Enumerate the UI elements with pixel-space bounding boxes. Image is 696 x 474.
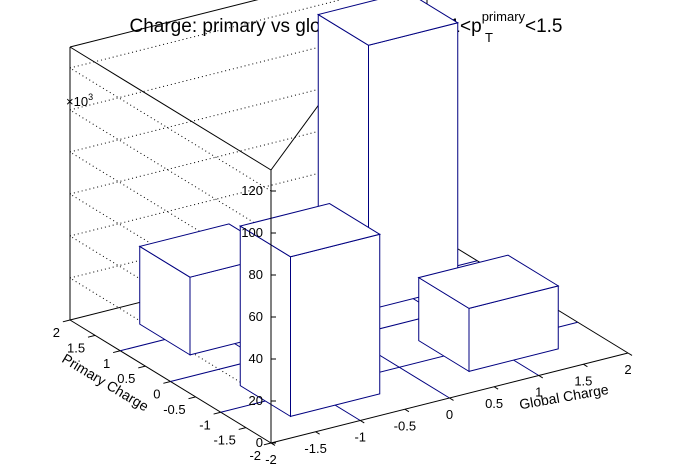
frame-edge bbox=[69, 0, 259, 48]
grid-line bbox=[69, 109, 272, 234]
y-tick-label: 1.5 bbox=[67, 340, 85, 355]
z-tick-label: 40 bbox=[249, 351, 263, 366]
x-tick-mark bbox=[359, 420, 365, 424]
y-tick-mark bbox=[87, 334, 96, 338]
y-tick-mark bbox=[188, 396, 196, 400]
z-tick-label: 80 bbox=[249, 267, 263, 282]
bar-top-face bbox=[417, 254, 560, 309]
y-tick-label: 2 bbox=[53, 325, 60, 340]
y-tick-label: -1 bbox=[199, 417, 211, 432]
z-tick-label: 60 bbox=[249, 309, 263, 324]
z-tick-label: 20 bbox=[249, 393, 263, 408]
x-tick-mark bbox=[493, 386, 499, 390]
z-tick-label: 0 bbox=[256, 435, 263, 450]
y-tick-label: 0 bbox=[153, 387, 160, 402]
x-tick-label: -0.5 bbox=[394, 418, 416, 433]
x-tick-mark bbox=[627, 352, 633, 356]
bar-top-face bbox=[316, 0, 460, 46]
grid-line bbox=[69, 0, 342, 69]
x-tick-mark bbox=[315, 431, 320, 435]
y-tick-mark bbox=[263, 442, 272, 446]
x-tick-label: 1 bbox=[535, 385, 542, 400]
z-tick-label: 120 bbox=[241, 183, 263, 198]
y-tick-label: -2 bbox=[249, 448, 261, 463]
z-scale-label: ×103 bbox=[66, 92, 93, 109]
x-tick-mark bbox=[449, 397, 454, 401]
x-axis-title: Global Charge bbox=[518, 381, 610, 412]
bar-top-face bbox=[238, 202, 382, 258]
y-tick-mark bbox=[213, 411, 221, 415]
x-tick-label: 0.5 bbox=[485, 396, 503, 411]
grid-line bbox=[69, 235, 272, 360]
y-tick-mark bbox=[112, 350, 121, 354]
grid-line bbox=[69, 193, 272, 318]
x-tick-mark bbox=[538, 375, 544, 379]
y-tick-mark bbox=[62, 319, 71, 323]
x-tick-label: -2 bbox=[265, 452, 277, 467]
frame-edge bbox=[69, 46, 272, 171]
bar-front-face bbox=[290, 233, 381, 418]
x-tick-mark bbox=[270, 442, 276, 446]
x-tick-label: -1.5 bbox=[304, 441, 326, 456]
grid-line bbox=[69, 67, 272, 192]
bar-front-face bbox=[368, 22, 459, 311]
y-tick-mark bbox=[138, 365, 146, 369]
y-tick-label: -1.5 bbox=[213, 433, 235, 448]
x-tick-label: 0 bbox=[446, 407, 453, 422]
y-tick-mark bbox=[238, 427, 246, 430]
y-tick-label: 1 bbox=[103, 356, 110, 371]
grid-line bbox=[69, 145, 428, 237]
grid-line bbox=[69, 61, 428, 153]
x-tick-label: 2 bbox=[624, 362, 631, 377]
y-tick-label: -0.5 bbox=[163, 402, 185, 417]
grid-line bbox=[69, 151, 272, 276]
x-tick-label: -1 bbox=[354, 430, 366, 445]
x-tick-label: 1.5 bbox=[574, 373, 592, 388]
grid-line bbox=[69, 103, 428, 195]
y-tick-mark bbox=[163, 381, 171, 384]
grid-line bbox=[69, 277, 272, 402]
x-tick-mark bbox=[404, 408, 410, 413]
x-tick-mark bbox=[583, 363, 588, 368]
y-tick-label: 0.5 bbox=[117, 371, 135, 386]
grid-line bbox=[69, 19, 428, 111]
z-tick-label: 100 bbox=[241, 225, 263, 240]
